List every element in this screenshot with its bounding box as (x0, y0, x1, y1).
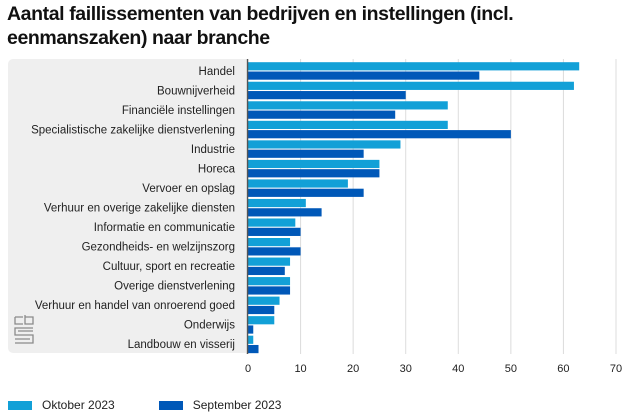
category-label: Overige dienstverlening (114, 281, 235, 293)
bar-oktober (248, 257, 291, 266)
bar-oktober (248, 238, 291, 247)
bar-september (248, 130, 511, 139)
category-label: Verhuur en overige zakelijke diensten (44, 203, 235, 215)
legend-item-september: September 2023 (158, 398, 282, 412)
x-tick-label: 20 (347, 363, 359, 375)
bar-september (248, 188, 364, 197)
category-label: Vervoer en opslag (142, 183, 235, 195)
bar-oktober (248, 120, 448, 129)
bar-september (248, 305, 275, 315)
category-label: Handel (199, 66, 235, 78)
x-tick-label: 0 (245, 363, 251, 375)
x-tick-label: 70 (610, 363, 622, 375)
cbs-logo-icon (14, 315, 34, 344)
bar-oktober (248, 81, 574, 90)
x-tick-label: 60 (557, 363, 569, 375)
bar-september (248, 325, 254, 334)
bar-september (248, 227, 301, 236)
bar-september (248, 208, 322, 217)
bar-september (248, 149, 364, 158)
bar-oktober (248, 218, 296, 227)
bar-oktober (248, 335, 254, 344)
category-label: Verhuur en handel van onroerend goed (35, 300, 235, 312)
category-label: Informatie en communicatie (94, 222, 235, 234)
bar-oktober (248, 101, 448, 110)
bar-oktober (248, 277, 291, 286)
legend-label: Oktober 2023 (42, 398, 115, 412)
bar-oktober (248, 140, 401, 149)
chart-title: Aantal faillissementen van bedrijven en … (7, 3, 514, 49)
bar-oktober (248, 179, 348, 188)
x-tick-label: 10 (294, 363, 306, 375)
bar-september (248, 286, 291, 295)
category-label: Financiële instellingen (122, 105, 235, 117)
bar-oktober (248, 62, 580, 71)
legend-swatch-oktober (8, 400, 32, 410)
bar-september (248, 247, 301, 256)
bar-oktober (248, 198, 306, 208)
bar-september (248, 344, 259, 354)
category-label: Horeca (198, 163, 236, 175)
category-label: Bouwnijverheid (157, 85, 235, 97)
category-label: Industrie (191, 144, 235, 156)
bar-september (248, 266, 285, 276)
legend-swatch-september (158, 400, 183, 410)
x-tick-label: 30 (400, 363, 412, 375)
legend-label: September 2023 (192, 398, 282, 412)
category-label: Gezondheids- en welzijnszorg (82, 242, 235, 254)
bar-oktober (248, 296, 280, 305)
bar-oktober (248, 159, 380, 169)
x-tick-label: 40 (452, 363, 464, 375)
category-label: Specialistische zakelijke dienstverlenin… (31, 124, 235, 136)
bar-september (248, 110, 396, 119)
legend-item-oktober: Oktober 2023 (8, 398, 115, 412)
x-tick-label: 50 (505, 363, 517, 375)
bar-september (248, 91, 406, 100)
category-label-panel (8, 59, 246, 353)
category-label: Cultuur, sport en recreatie (103, 261, 235, 273)
bar-september (248, 71, 480, 80)
legend: Oktober 2023 September 2023 (8, 396, 325, 414)
bar-september (248, 169, 380, 178)
category-label: Onderwijs (184, 320, 235, 332)
bar-oktober (248, 316, 275, 325)
category-label: Landbouw en visserij (128, 339, 235, 351)
